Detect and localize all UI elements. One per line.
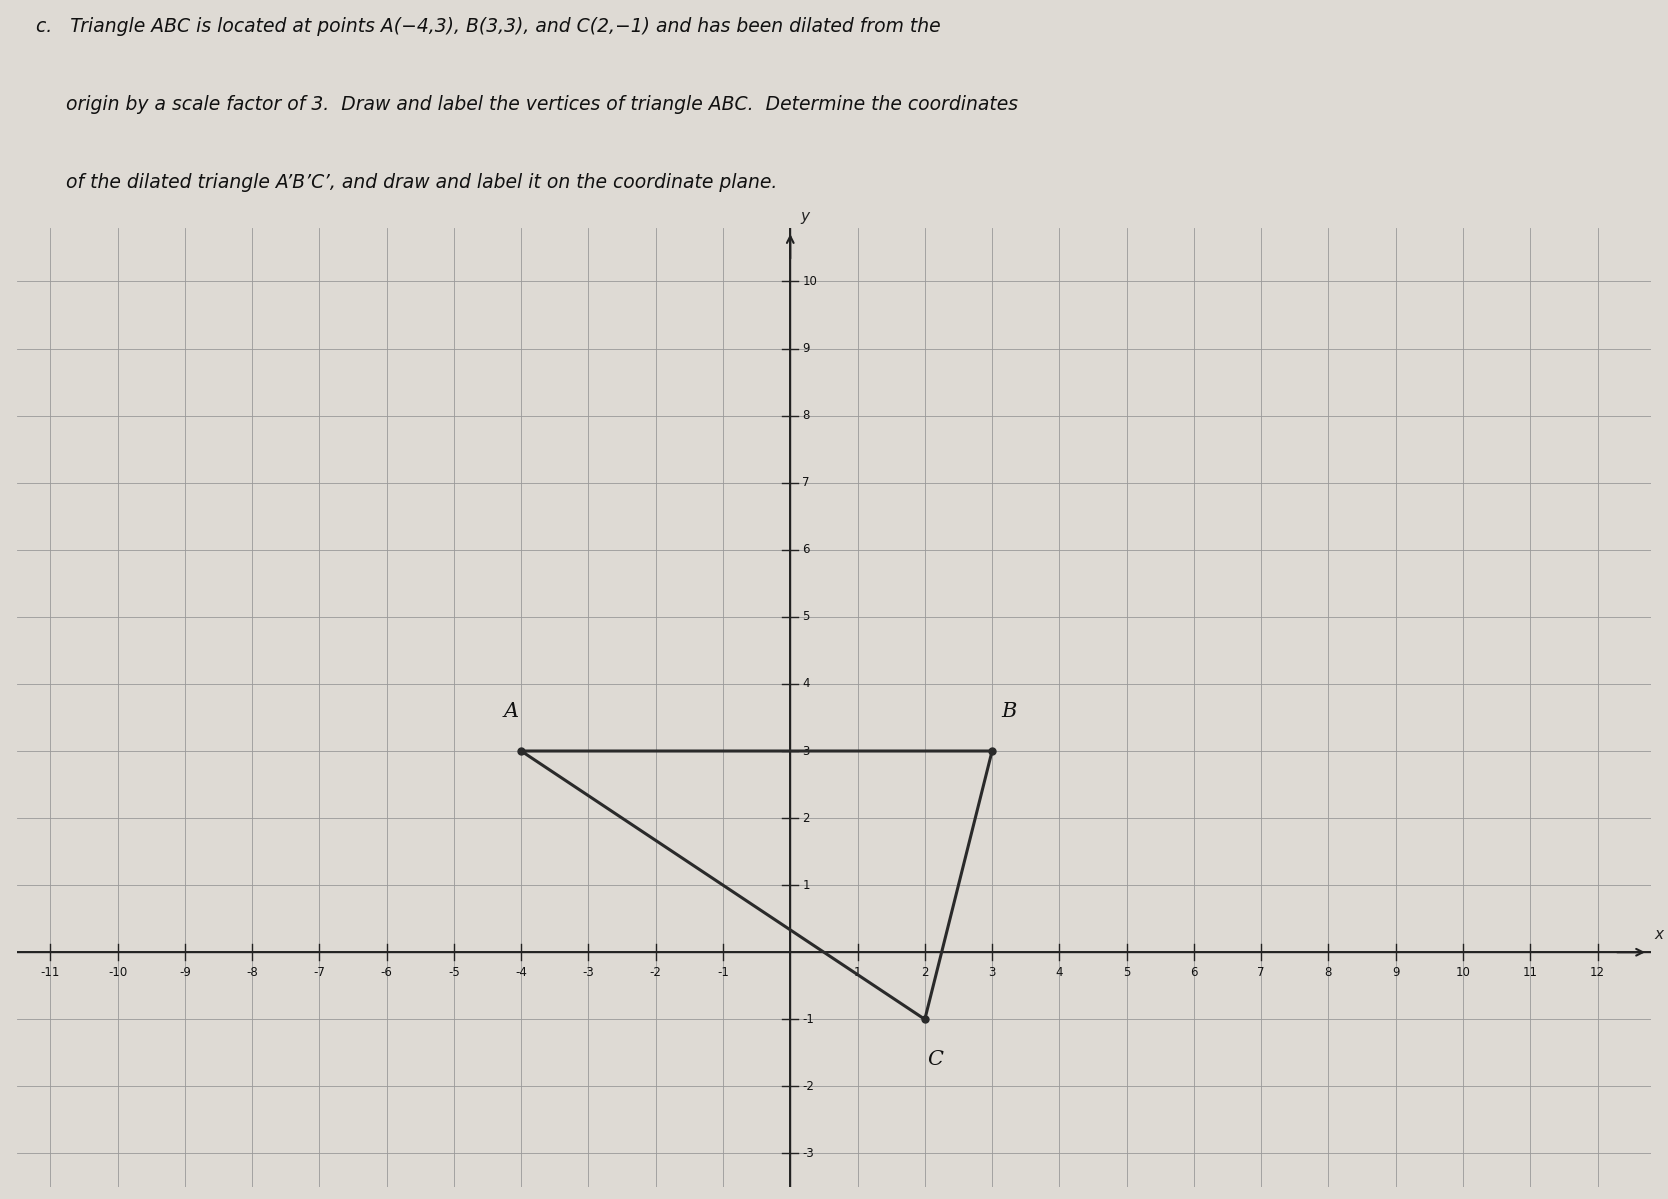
Text: -5: -5 xyxy=(449,965,460,978)
Text: -1: -1 xyxy=(802,1013,814,1026)
Text: 4: 4 xyxy=(1056,965,1063,978)
Text: 6: 6 xyxy=(802,543,811,556)
Text: -8: -8 xyxy=(247,965,259,978)
Text: 5: 5 xyxy=(1123,965,1131,978)
Text: 11: 11 xyxy=(1523,965,1538,978)
Text: -1: -1 xyxy=(717,965,729,978)
Text: 12: 12 xyxy=(1590,965,1605,978)
Text: 10: 10 xyxy=(1456,965,1471,978)
Text: 7: 7 xyxy=(802,476,811,489)
Text: -7: -7 xyxy=(314,965,325,978)
Text: 1: 1 xyxy=(802,879,811,892)
Text: -9: -9 xyxy=(178,965,190,978)
Text: 1: 1 xyxy=(854,965,861,978)
Text: 8: 8 xyxy=(1324,965,1333,978)
Text: -11: -11 xyxy=(40,965,60,978)
Text: of the dilated triangle A’B’C’, and draw and label it on the coordinate plane.: of the dilated triangle A’B’C’, and draw… xyxy=(37,173,777,192)
Text: 3: 3 xyxy=(802,745,809,758)
Text: 9: 9 xyxy=(1393,965,1399,978)
Text: -10: -10 xyxy=(108,965,127,978)
Text: 5: 5 xyxy=(802,610,809,623)
Text: 9: 9 xyxy=(802,342,811,355)
Text: 10: 10 xyxy=(802,275,817,288)
Text: -6: -6 xyxy=(380,965,392,978)
Text: B: B xyxy=(1001,701,1016,721)
Text: origin by a scale factor of 3.  Draw and label the vertices of triangle ABC.  De: origin by a scale factor of 3. Draw and … xyxy=(37,95,1017,114)
Text: 4: 4 xyxy=(802,677,811,691)
Text: 3: 3 xyxy=(989,965,996,978)
Text: A: A xyxy=(504,701,519,721)
Text: -3: -3 xyxy=(582,965,594,978)
Text: 2: 2 xyxy=(921,965,929,978)
Text: 8: 8 xyxy=(802,409,809,422)
Text: y: y xyxy=(801,210,809,224)
Text: 6: 6 xyxy=(1191,965,1198,978)
Text: 2: 2 xyxy=(802,812,811,825)
Text: C: C xyxy=(927,1049,942,1068)
Text: 7: 7 xyxy=(1258,965,1264,978)
Text: -3: -3 xyxy=(802,1147,814,1159)
Text: -2: -2 xyxy=(802,1080,814,1093)
Text: c.   Triangle ABC is located at points A(−4,3), B(3,3), and C(2,−1) and has been: c. Triangle ABC is located at points A(−… xyxy=(37,17,941,36)
Text: -4: -4 xyxy=(515,965,527,978)
Text: x: x xyxy=(1655,927,1663,942)
Text: -2: -2 xyxy=(651,965,662,978)
